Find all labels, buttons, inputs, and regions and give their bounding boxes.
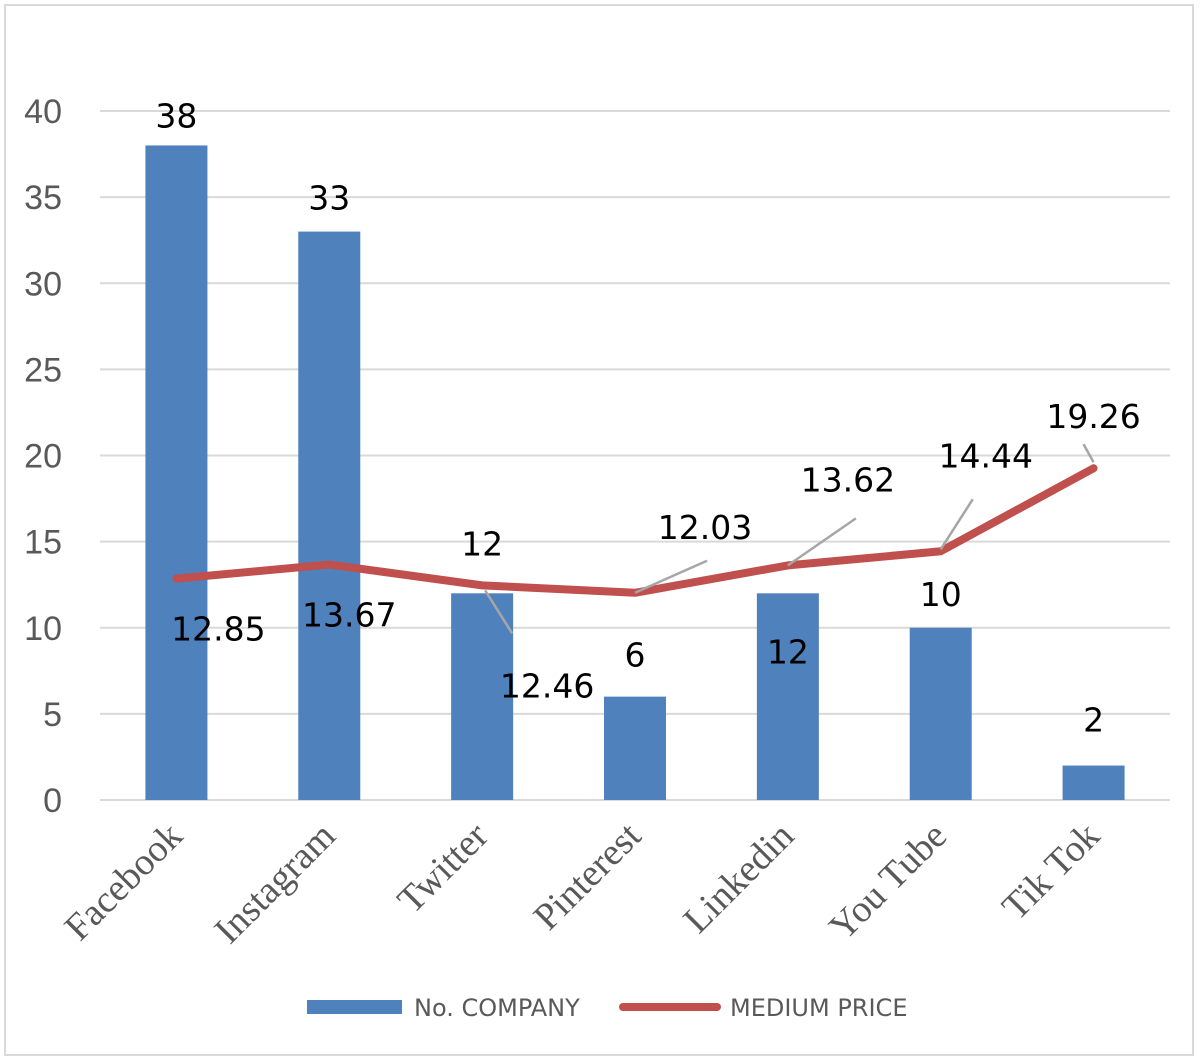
- x-axis: Facebook Instagram Twitter Pinterest Linkedi…: [57, 814, 1108, 951]
- bar-value-label: 33: [308, 179, 350, 218]
- x-tick-label: Tik Tok: [994, 815, 1108, 929]
- y-tick-label: 40: [24, 93, 62, 131]
- leader-line: [484, 589, 514, 635]
- line-value-label: 12.03: [658, 508, 752, 547]
- bar-value-label: 2: [1083, 701, 1104, 740]
- x-tick-label: Instagram: [207, 815, 344, 952]
- y-tick-label: 30: [24, 265, 62, 303]
- bar-series: [145, 145, 1125, 800]
- bar: [1062, 765, 1125, 800]
- bar-value-label: 6: [625, 636, 646, 675]
- x-tick-label: You Tube: [821, 815, 955, 949]
- bar: [145, 145, 208, 800]
- x-tick-label: Linkedin: [676, 815, 803, 942]
- x-tick-label: Pinterest: [526, 814, 650, 938]
- bar: [909, 627, 972, 800]
- y-tick-label: 10: [24, 610, 62, 648]
- line-value-label: 13.67: [302, 596, 396, 635]
- leader-line: [1082, 443, 1095, 463]
- x-tick-label: Facebook: [57, 815, 191, 949]
- line-value-label: 13.62: [801, 460, 895, 499]
- legend-swatch-bar: [307, 1000, 402, 1014]
- leader-lines: [484, 443, 1095, 635]
- y-tick-label: 0: [43, 782, 62, 820]
- leader-line: [939, 498, 974, 550]
- line-value-label: 12.46: [500, 666, 594, 705]
- line-value-label: 14.44: [938, 436, 1032, 475]
- bar: [451, 593, 514, 800]
- data-labels: 38 33 12 6 12 10 2 12.85 13.67 12.46 12.03 13.62 14.…: [155, 96, 1140, 739]
- y-tick-label: 25: [24, 351, 62, 389]
- bar: [756, 593, 819, 800]
- leader-line: [787, 517, 857, 567]
- legend-label: MEDIUM PRICE: [730, 994, 907, 1022]
- bar: [604, 696, 666, 800]
- line-value-label: 12.85: [171, 610, 265, 649]
- bar-value-label: 12: [767, 632, 809, 671]
- y-tick-label: 5: [43, 696, 62, 734]
- legend: No. COMPANY MEDIUM PRICE: [307, 994, 907, 1022]
- x-tick-label: Twitter: [390, 814, 497, 921]
- bar: [298, 231, 361, 800]
- bar-value-label: 10: [920, 575, 962, 614]
- y-tick-label: 15: [24, 524, 62, 562]
- y-tick-label: 20: [24, 438, 62, 476]
- leader-line: [634, 559, 708, 594]
- bar-value-label: 12: [461, 524, 503, 563]
- legend-label: No. COMPANY: [414, 994, 580, 1022]
- y-tick-label: 35: [24, 179, 62, 217]
- bar-value-label: 38: [155, 96, 197, 135]
- line-value-label: 19.26: [1046, 397, 1140, 436]
- gridlines: [100, 110, 1170, 801]
- y-axis: 0 5 10 15 20 25 30 35 40: [24, 93, 62, 820]
